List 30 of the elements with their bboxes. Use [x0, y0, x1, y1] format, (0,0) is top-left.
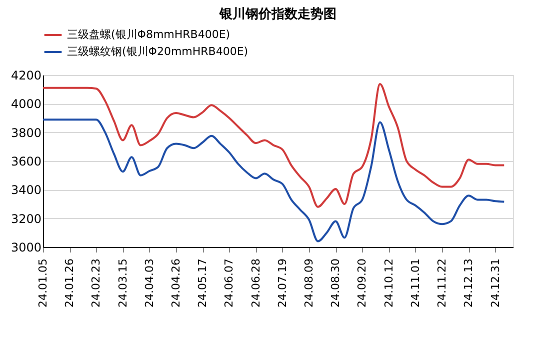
x-tick-label: 24.01.05 — [36, 258, 50, 308]
y-tick-label: 3400 — [10, 183, 42, 198]
y-tick-label: 3200 — [10, 212, 42, 226]
y-tick-label: 4200 — [10, 68, 42, 82]
y-tick-label: 4000 — [10, 97, 42, 112]
x-tick-label: 24.12.31 — [488, 258, 502, 308]
chart-title: 银川钢价指数走势图 — [218, 6, 336, 22]
legend-label: 三级螺纹钢(银川Φ20mmHRB400E) — [67, 45, 248, 58]
x-tick-label: 24.09.20 — [356, 258, 369, 308]
y-tick-label: 3800 — [10, 126, 42, 140]
x-tick-label: 24.07.19 — [276, 258, 289, 308]
x-tick-label: 24.01.26 — [63, 258, 76, 308]
x-tick-label: 24.08.09 — [302, 258, 316, 308]
line-series — [42, 118, 506, 242]
x-tick-label: 24.06.28 — [249, 258, 262, 308]
legend-label: 三级盘螺(银川Φ8mmHRB400E) — [67, 28, 230, 41]
line-series — [42, 83, 506, 208]
x-tick-label: 24.03.15 — [116, 258, 130, 308]
x-tick-label: 24.10.12 — [382, 258, 396, 308]
x-tick-label: 24.12.13 — [462, 258, 476, 308]
x-tick-label: 24.02.23 — [90, 258, 103, 308]
x-tick-label: 24.06.07 — [222, 258, 236, 308]
x-tick-label: 24.05.17 — [196, 258, 210, 308]
x-tick-label: 24.11.22 — [436, 258, 449, 308]
y-tick-label: 3000 — [10, 240, 42, 254]
x-tick-label: 24.11.01 — [408, 258, 422, 308]
x-tick-label: 24.04.03 — [142, 258, 156, 308]
y-tick-label: 3600 — [10, 154, 42, 168]
x-tick-label: 24.08.30 — [329, 258, 342, 308]
x-tick-label: 24.04.26 — [170, 258, 183, 308]
